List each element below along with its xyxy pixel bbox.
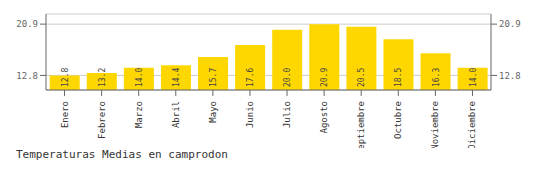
svg-text:17.6: 17.6 [246, 68, 255, 87]
svg-text:Junio: Junio [245, 101, 255, 128]
svg-text:Marzo: Marzo [134, 101, 144, 128]
svg-text:15.7: 15.7 [209, 68, 218, 87]
svg-text:20.9: 20.9 [320, 68, 329, 87]
svg-text:13.2: 13.2 [98, 68, 107, 87]
svg-text:20.9: 20.9 [499, 19, 521, 29]
svg-text:20.5: 20.5 [357, 68, 366, 87]
svg-text:Diciembre: Diciembre [467, 101, 477, 148]
svg-text:14.0: 14.0 [469, 68, 478, 87]
svg-text:Noviembre: Noviembre [430, 101, 440, 148]
svg-text:Enero: Enero [60, 101, 70, 128]
svg-text:14.0: 14.0 [135, 68, 144, 87]
svg-text:Febrero: Febrero [97, 101, 107, 139]
html-text:Temperaturas Medias en camprod: Temperaturas Medias en camprodon [16, 148, 228, 161]
svg-text:14.4: 14.4 [172, 68, 181, 87]
svg-text:12.8: 12.8 [499, 71, 521, 81]
svg-text:Octubre: Octubre [393, 101, 403, 139]
svg-text:12.8: 12.8 [16, 71, 38, 81]
svg-text:Abril: Abril [171, 101, 181, 128]
svg-text:Septiembre: Septiembre [356, 101, 366, 148]
svg-text:18.5: 18.5 [394, 68, 403, 87]
svg-text:16.3: 16.3 [432, 68, 441, 87]
svg-text:12.8: 12.8 [61, 68, 70, 87]
svg-text:Julio: Julio [282, 101, 292, 128]
svg-text:20.0: 20.0 [283, 68, 292, 87]
svg-text:Mayo: Mayo [208, 101, 218, 123]
svg-text:Agosto: Agosto [319, 101, 329, 134]
svg-text:20.9: 20.9 [16, 19, 38, 29]
